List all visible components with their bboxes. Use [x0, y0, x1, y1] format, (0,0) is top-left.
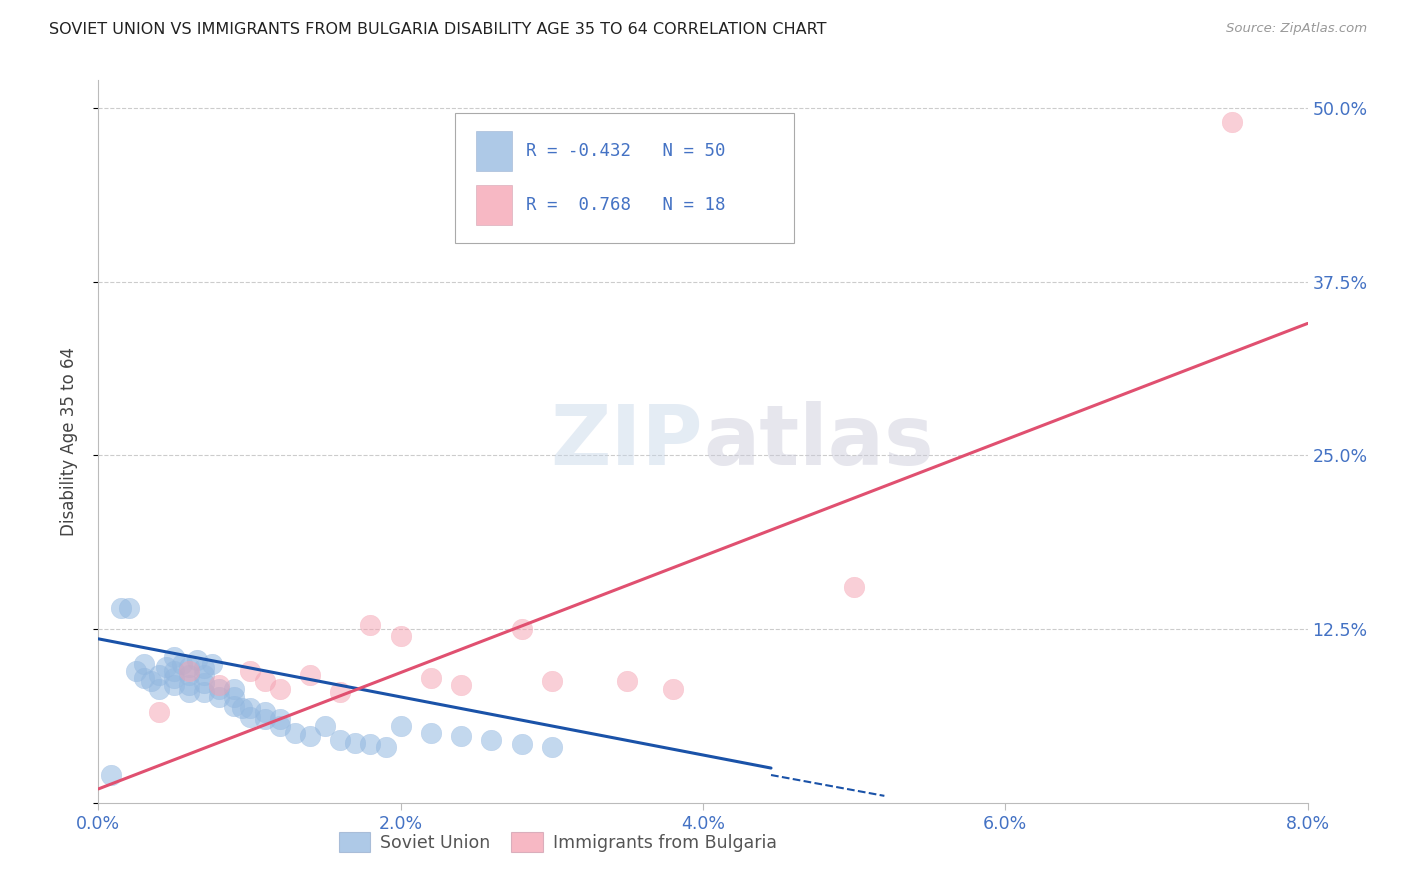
Point	[155, 659, 177, 673]
Point	[299, 729, 322, 743]
FancyBboxPatch shape	[475, 131, 512, 170]
Point	[100, 768, 122, 782]
Point	[269, 681, 291, 696]
Point	[420, 671, 443, 685]
Point	[193, 676, 215, 690]
Point	[224, 681, 246, 696]
Point	[163, 664, 186, 678]
Point	[374, 740, 396, 755]
Point	[141, 673, 163, 688]
Point	[253, 706, 276, 720]
Point	[420, 726, 443, 740]
FancyBboxPatch shape	[456, 112, 793, 243]
Point	[389, 629, 412, 643]
Point	[284, 726, 307, 740]
Point	[661, 681, 683, 696]
Point	[148, 668, 170, 682]
Point	[179, 664, 201, 678]
Point	[481, 733, 503, 747]
Point	[186, 653, 208, 667]
Point	[208, 690, 231, 705]
Point	[208, 681, 231, 696]
Point	[329, 684, 352, 698]
Point	[510, 738, 533, 752]
Point	[179, 659, 201, 673]
Point	[450, 729, 472, 743]
Point	[179, 678, 201, 692]
Point	[269, 713, 291, 727]
Point	[208, 678, 231, 692]
Point	[163, 649, 186, 664]
Point	[224, 698, 246, 713]
Point	[389, 719, 412, 733]
Point	[193, 684, 215, 698]
Text: SOVIET UNION VS IMMIGRANTS FROM BULGARIA DISABILITY AGE 35 TO 64 CORRELATION CHA: SOVIET UNION VS IMMIGRANTS FROM BULGARIA…	[49, 22, 827, 37]
Text: R = -0.432   N = 50: R = -0.432 N = 50	[526, 142, 725, 160]
Point	[193, 661, 215, 675]
Point	[299, 668, 322, 682]
Legend: Soviet Union, Immigrants from Bulgaria: Soviet Union, Immigrants from Bulgaria	[332, 825, 785, 859]
Point	[239, 664, 262, 678]
Point	[179, 668, 201, 682]
Point	[193, 668, 215, 682]
Point	[360, 618, 382, 632]
Point	[844, 581, 866, 595]
Y-axis label: Disability Age 35 to 64: Disability Age 35 to 64	[59, 347, 77, 536]
Point	[163, 671, 186, 685]
Point	[148, 681, 170, 696]
Text: atlas: atlas	[703, 401, 934, 482]
Point	[148, 706, 170, 720]
Point	[132, 657, 155, 671]
Text: R =  0.768   N = 18: R = 0.768 N = 18	[526, 196, 725, 214]
Point	[179, 684, 201, 698]
Point	[239, 701, 262, 715]
Point	[125, 664, 148, 678]
Point	[239, 709, 262, 723]
Text: Source: ZipAtlas.com: Source: ZipAtlas.com	[1226, 22, 1367, 36]
Point	[1220, 115, 1243, 129]
Point	[314, 719, 336, 733]
Point	[110, 601, 132, 615]
FancyBboxPatch shape	[475, 185, 512, 225]
Point	[510, 622, 533, 636]
Text: ZIP: ZIP	[551, 401, 703, 482]
Point	[344, 736, 367, 750]
Point	[269, 719, 291, 733]
Point	[163, 678, 186, 692]
Point	[201, 657, 224, 671]
Point	[231, 701, 253, 715]
Point	[540, 740, 562, 755]
Point	[616, 673, 638, 688]
Point	[224, 690, 246, 705]
Point	[170, 657, 193, 671]
Point	[118, 601, 141, 615]
Point	[360, 738, 382, 752]
Point	[450, 678, 472, 692]
Point	[329, 733, 352, 747]
Point	[540, 673, 562, 688]
Point	[132, 671, 155, 685]
Point	[253, 673, 276, 688]
Point	[253, 713, 276, 727]
